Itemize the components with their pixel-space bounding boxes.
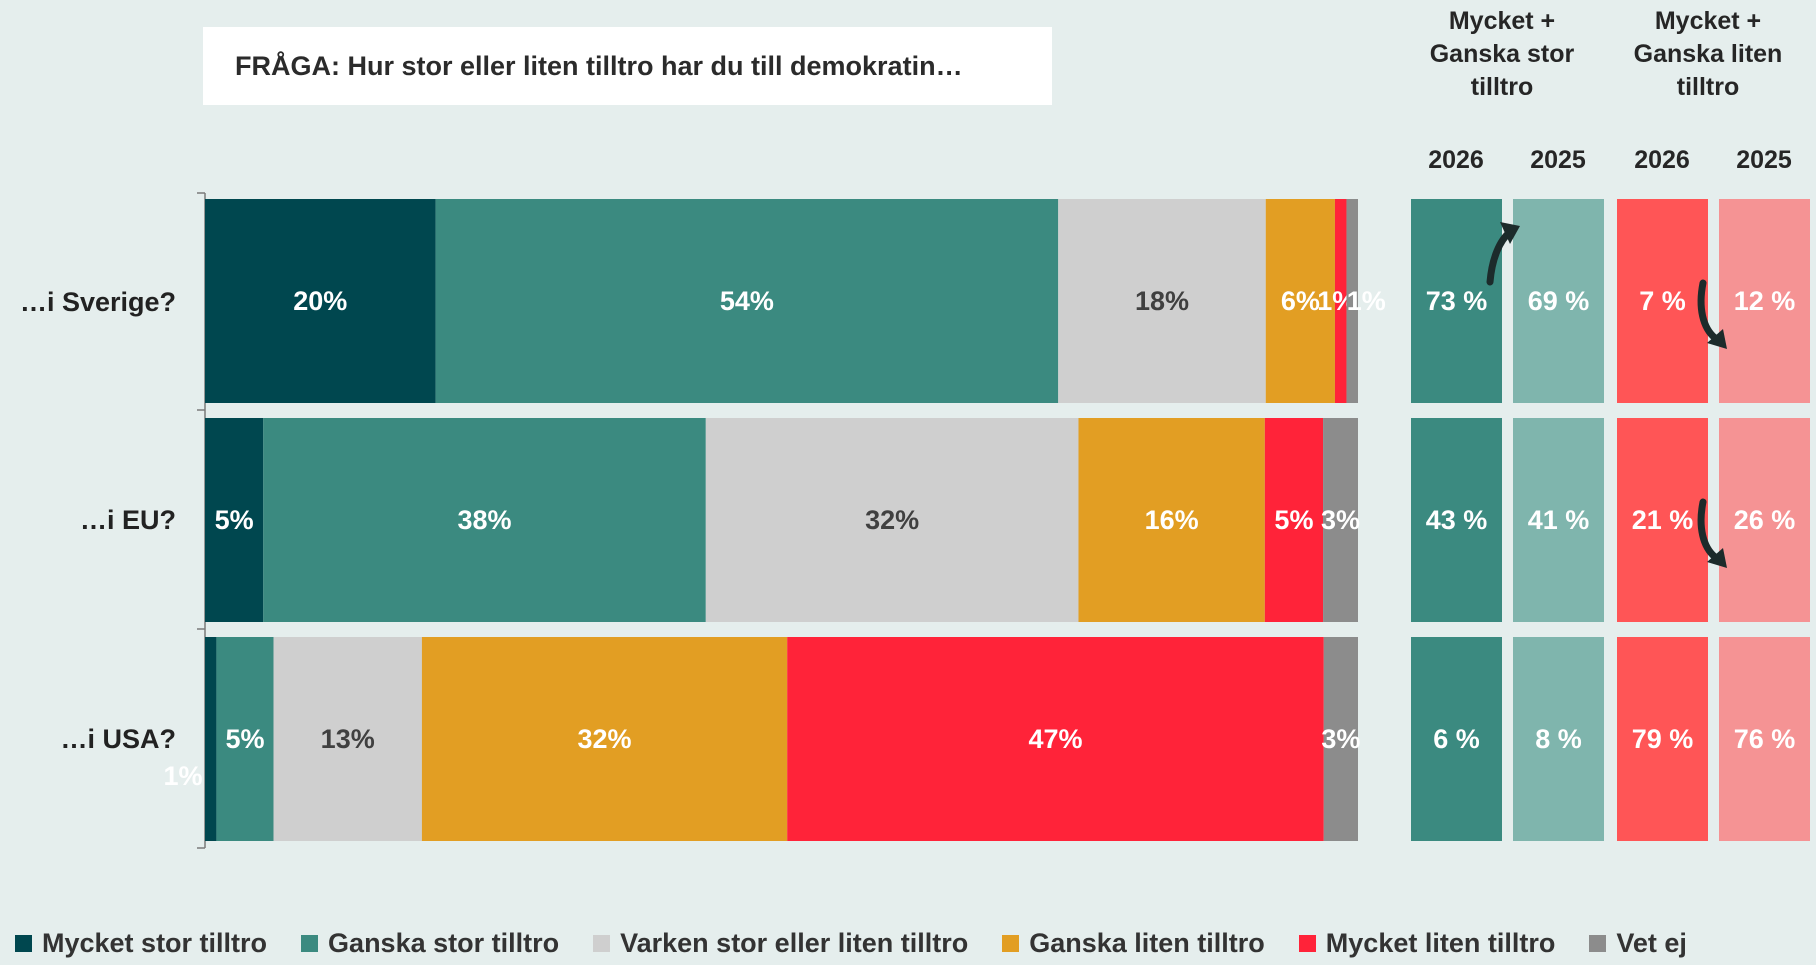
summary-value: 43 % — [1426, 505, 1488, 535]
summary-box-high-2026 — [1411, 637, 1502, 841]
legend-item: Ganska liten tilltro — [1002, 928, 1265, 959]
data-label: 5% — [225, 724, 264, 754]
bar-segment — [1264, 418, 1324, 622]
legend-label: Mycket stor tilltro — [42, 928, 268, 958]
summary-box-low-2025 — [1719, 418, 1810, 622]
legend-label: Varken stor eller liten tilltro — [620, 928, 969, 958]
summary-value: 41 % — [1528, 505, 1590, 535]
bar-segment — [1058, 199, 1266, 403]
bar-segment — [1078, 418, 1265, 622]
summary-box-low-2026 — [1617, 637, 1708, 841]
legend-label: Vet ej — [1616, 928, 1687, 958]
summary-box-low-2025 — [1719, 637, 1810, 841]
bar-segment — [1334, 199, 1347, 403]
trend-down-arrow-icon — [1697, 498, 1719, 561]
summary-value: 26 % — [1734, 505, 1796, 535]
year-low-2025: 2025 — [1736, 146, 1792, 174]
bar-segment — [205, 199, 436, 403]
year-high-2026: 2026 — [1428, 146, 1484, 174]
data-label: 5% — [215, 505, 254, 535]
data-label: 3% — [1321, 505, 1360, 535]
summary-value: 76 % — [1734, 724, 1796, 754]
question-title: FRÅGA: Hur stor eller liten tilltro har … — [203, 27, 1052, 105]
summary-value: 7 % — [1639, 286, 1686, 316]
header-high-trust: Mycket + Ganska stor tilltro — [1429, 7, 1575, 101]
summary-value: 69 % — [1528, 286, 1590, 316]
data-label: 13% — [321, 724, 375, 754]
bar-segment — [205, 637, 217, 841]
summary-value: 8 % — [1535, 724, 1582, 754]
summary-value: 6 % — [1433, 724, 1480, 754]
bar-segment — [1265, 199, 1335, 403]
data-label: 20% — [293, 286, 347, 316]
data-label: 32% — [578, 724, 632, 754]
summary-value: 21 % — [1632, 505, 1694, 535]
bar-segment — [705, 418, 1079, 622]
bar-segment — [421, 637, 788, 841]
data-label: 1% — [1347, 286, 1386, 316]
summary-box-high-2026 — [1411, 418, 1502, 622]
data-label: 5% — [1274, 505, 1313, 535]
summary-value: 12 % — [1734, 286, 1796, 316]
legend-label: Mycket liten tilltro — [1325, 928, 1556, 958]
summary-value: 73 % — [1426, 286, 1488, 316]
bar-segment — [787, 637, 1324, 841]
bar-segment — [1323, 637, 1358, 841]
row-label-eu: …i EU? — [79, 505, 176, 535]
legend-swatch — [1298, 935, 1316, 952]
trend-down-arrow-icon — [1697, 279, 1719, 342]
data-label: 6% — [1281, 286, 1320, 316]
summary-box-low-2026 — [1617, 199, 1708, 403]
legend-swatch — [593, 935, 611, 952]
summary-box-high-2025 — [1513, 637, 1604, 841]
year-low-2026: 2026 — [1634, 146, 1690, 174]
legend-swatch — [1589, 935, 1607, 952]
legend-item: Mycket liten tilltro — [1298, 928, 1556, 959]
row-label-sverige: …i Sverige? — [19, 287, 176, 317]
summary-box-low-2026 — [1617, 418, 1708, 622]
legend-swatch — [301, 935, 319, 952]
header-low-trust: Mycket + Ganska liten tilltro — [1633, 7, 1783, 101]
arrowhead-icon — [1707, 329, 1727, 349]
data-label: 47% — [1028, 724, 1082, 754]
legend-label: Ganska liten tilltro — [1029, 928, 1265, 958]
bar-segment — [263, 418, 706, 622]
arrowhead-icon — [1707, 548, 1727, 568]
legend-item: Ganska stor tilltro — [301, 928, 559, 959]
data-label: 1% — [163, 761, 202, 791]
summary-box-high-2025 — [1513, 199, 1604, 403]
legend-item: Varken stor eller liten tilltro — [593, 928, 968, 959]
bar-segment — [273, 637, 422, 841]
data-label: 18% — [1135, 286, 1189, 316]
legend-label: Ganska stor tilltro — [328, 928, 560, 958]
summary-value: 79 % — [1632, 724, 1694, 754]
legend-item: Mycket stor tilltro — [15, 928, 267, 959]
legend: Mycket stor tilltro Ganska stor tilltro Va… — [15, 928, 1815, 959]
year-high-2025: 2025 — [1530, 146, 1586, 174]
summary-box-high-2026 — [1411, 199, 1502, 403]
summary-box-low-2025 — [1719, 199, 1810, 403]
bar-segment — [205, 418, 264, 622]
bar-segment — [216, 637, 274, 841]
data-label: 54% — [720, 286, 774, 316]
legend-swatch — [15, 935, 32, 952]
row-label-usa: …i USA? — [60, 724, 176, 754]
data-label: 38% — [457, 505, 511, 535]
data-label: 32% — [865, 505, 919, 535]
bar-segment — [435, 199, 1059, 403]
bar-segment — [1323, 418, 1358, 622]
arrowhead-icon — [1500, 222, 1520, 244]
data-label: 3% — [1321, 724, 1360, 754]
stacked-bar-chart: 20% 54% 18% 6%1%1%5% 38% 32% 16% 5% 3%1%5% 13% 32%… — [163, 192, 1810, 849]
bar-segment — [1346, 199, 1358, 403]
legend-swatch — [1002, 935, 1020, 952]
summary-box-high-2025 — [1513, 418, 1604, 622]
legend-item: Vet ej — [1589, 928, 1687, 959]
data-label: 16% — [1145, 505, 1199, 535]
